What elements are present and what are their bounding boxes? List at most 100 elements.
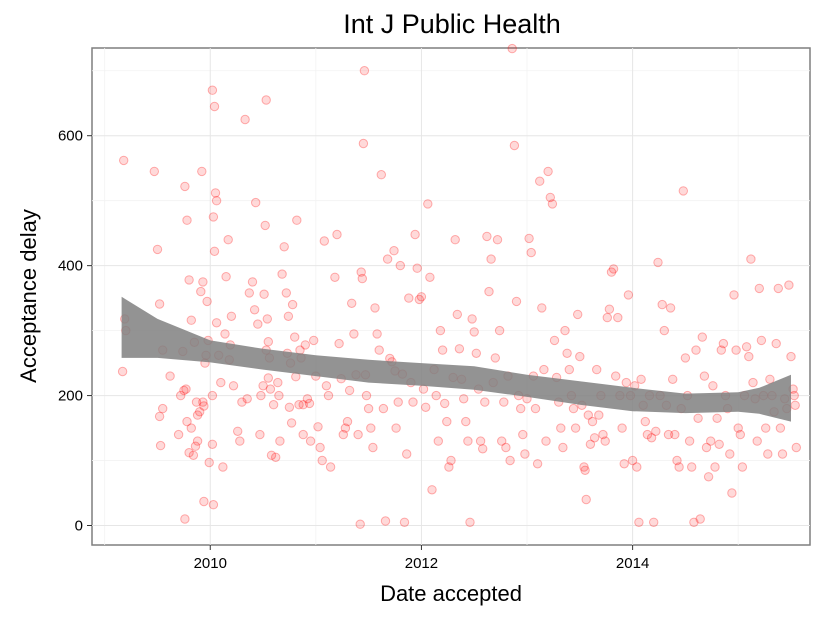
data-point <box>646 433 657 443</box>
data-point <box>537 303 547 313</box>
data-point <box>184 448 194 458</box>
data-point <box>511 296 522 307</box>
data-point <box>284 402 295 412</box>
data-point <box>765 374 775 384</box>
data-point <box>353 429 363 440</box>
data-point <box>642 429 653 440</box>
data-point <box>672 455 682 466</box>
data-point <box>604 304 615 314</box>
data-point <box>192 410 203 420</box>
data-point <box>697 332 707 342</box>
data-point <box>505 455 515 466</box>
data-point <box>382 254 393 264</box>
data-point <box>478 444 488 454</box>
x-tick-label: 2012 <box>405 555 438 572</box>
y-tick-label: 600 <box>58 128 83 145</box>
data-point <box>741 342 752 352</box>
data-point <box>773 283 783 294</box>
data-point <box>207 85 218 95</box>
data-point <box>321 381 332 391</box>
data-point <box>718 338 729 349</box>
data-point <box>181 384 191 394</box>
x-tick-label: 2010 <box>194 555 227 572</box>
data-point <box>716 345 726 355</box>
data-point <box>334 338 344 349</box>
data-point <box>516 403 526 414</box>
data-point <box>182 215 192 225</box>
data-point <box>242 394 252 404</box>
data-point <box>484 286 494 297</box>
data-point <box>454 344 465 354</box>
data-point <box>179 385 189 396</box>
data-point <box>380 516 391 526</box>
data-point <box>507 43 517 54</box>
data-point <box>461 416 471 427</box>
data-point <box>678 186 688 196</box>
data-point <box>541 436 551 446</box>
data-point <box>279 242 289 252</box>
data-point <box>376 170 386 180</box>
data-point <box>585 439 596 449</box>
data-point <box>207 390 218 401</box>
data-point <box>302 394 313 404</box>
data-point <box>581 494 591 505</box>
data-point <box>210 188 221 198</box>
data-point <box>186 315 197 325</box>
data-point <box>180 514 190 524</box>
data-point <box>761 423 771 433</box>
data-point <box>154 299 165 309</box>
data-point <box>378 403 389 414</box>
data-point <box>579 462 589 472</box>
data-point <box>494 325 505 336</box>
data-point <box>294 400 304 410</box>
data-point <box>325 462 336 472</box>
data-point <box>632 462 642 472</box>
data-point <box>777 449 788 459</box>
data-point <box>471 348 481 358</box>
data-point <box>789 390 799 401</box>
data-point <box>634 517 644 527</box>
data-point <box>240 114 250 125</box>
data-point <box>199 496 209 507</box>
data-point <box>173 429 184 440</box>
data-point <box>497 436 507 446</box>
data-point <box>725 449 735 459</box>
data-point <box>389 246 399 256</box>
data-point <box>300 340 310 350</box>
data-point <box>435 325 446 336</box>
y-axis-ticks: 0 200 400 600 <box>58 128 92 535</box>
data-point <box>262 314 272 324</box>
data-point <box>520 449 530 459</box>
data-point <box>277 269 287 279</box>
data-point <box>727 488 737 498</box>
data-point <box>330 272 340 282</box>
data-point <box>399 517 410 527</box>
data-point <box>570 423 581 433</box>
y-tick-label: 0 <box>75 518 83 535</box>
data-point <box>374 345 384 355</box>
data-point <box>249 305 260 315</box>
data-point <box>221 272 231 282</box>
data-point <box>226 311 237 321</box>
data-point <box>463 436 473 446</box>
data-point <box>317 455 327 466</box>
data-point <box>237 397 247 407</box>
data-point <box>198 277 208 287</box>
data-point <box>608 264 619 274</box>
data-point <box>556 423 566 433</box>
y-tick-label: 400 <box>58 258 83 275</box>
data-point <box>192 436 203 446</box>
data-point <box>361 390 372 401</box>
data-point <box>402 449 412 459</box>
data-point <box>668 374 678 384</box>
data-point <box>211 196 222 206</box>
data-point <box>440 398 450 409</box>
data-point <box>247 277 258 287</box>
data-point <box>790 400 800 410</box>
data-point <box>188 450 199 460</box>
data-point <box>268 400 279 410</box>
data-point <box>649 517 659 527</box>
data-point <box>691 345 701 355</box>
data-point <box>663 429 674 440</box>
